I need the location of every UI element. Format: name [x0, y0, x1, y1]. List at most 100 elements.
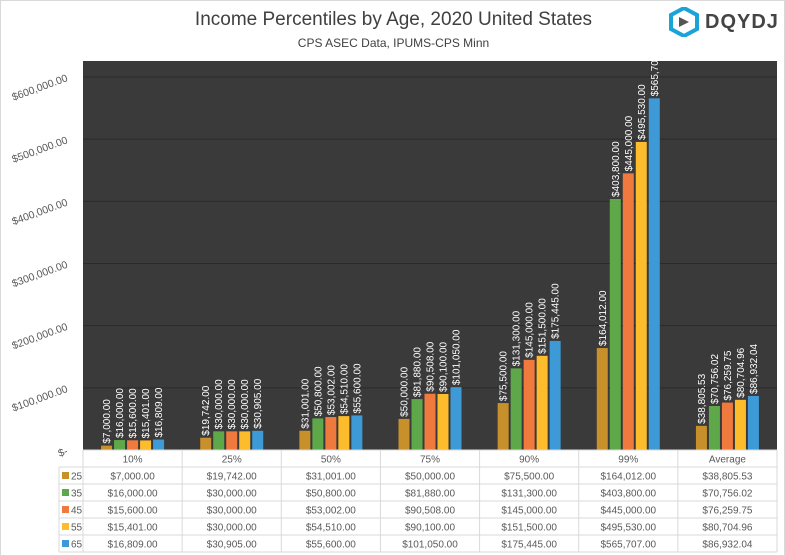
table-cell: $30,000.00 — [207, 523, 257, 534]
data-label: $75,500.00 — [499, 351, 510, 401]
table-cell: $90,100.00 — [405, 523, 455, 534]
table-cell: $31,001.00 — [306, 472, 356, 483]
data-label: $16,000.00 — [115, 388, 126, 438]
data-label: $15,401.00 — [141, 388, 152, 438]
data-label: $80,704.96 — [736, 347, 747, 397]
bar — [510, 368, 522, 450]
y-tick-label: $- — [57, 445, 70, 460]
bar — [213, 431, 225, 450]
legend-label: 55 — [71, 523, 83, 534]
data-label: $54,510.00 — [339, 364, 350, 414]
legend-key — [62, 472, 69, 479]
bar — [721, 402, 733, 450]
table-cell: $101,050.00 — [402, 540, 458, 551]
bar — [140, 440, 152, 450]
bar — [596, 348, 608, 450]
table-cell: $30,905.00 — [207, 540, 257, 551]
bar — [450, 387, 462, 450]
table-cell: $495,530.00 — [600, 523, 656, 534]
bar — [299, 430, 311, 450]
table-cell: $30,000.00 — [207, 489, 257, 500]
bar — [695, 425, 707, 450]
x-tick-label: 10% — [123, 455, 143, 466]
chart-subtitle: CPS ASEC Data, IPUMS-CPS Minn — [297, 36, 490, 50]
data-label: $7,000.00 — [102, 399, 113, 444]
data-label: $19,742.00 — [201, 385, 212, 435]
table-cell: $50,000.00 — [405, 472, 455, 483]
x-tick-label: 25% — [222, 455, 242, 466]
table-cell: $403,800.00 — [600, 489, 656, 500]
data-label: $90,508.00 — [426, 341, 437, 391]
table-cell: $86,932.04 — [702, 540, 752, 551]
table-cell: $70,756.02 — [702, 489, 752, 500]
bar — [127, 440, 139, 450]
data-label: $30,000.00 — [214, 379, 225, 429]
legend-label: 45 — [71, 506, 83, 517]
bar — [252, 430, 264, 450]
bar — [437, 393, 449, 450]
y-tick-label: $100,000.00 — [10, 383, 69, 414]
table-cell: $131,300.00 — [501, 489, 557, 500]
data-label: $76,259.75 — [723, 350, 734, 400]
table-cell: $54,510.00 — [306, 523, 356, 534]
table-cell: $50,800.00 — [306, 489, 356, 500]
data-label: $145,000.00 — [525, 302, 536, 358]
data-label: $70,756.02 — [710, 354, 721, 404]
table-cell: $445,000.00 — [600, 506, 656, 517]
data-label: $164,012.00 — [598, 290, 609, 346]
legend-label: 25 — [71, 472, 83, 483]
x-tick-label: Average — [709, 455, 747, 466]
bar — [114, 440, 126, 450]
table-cell: $164,012.00 — [600, 472, 656, 483]
bar — [351, 415, 363, 450]
bar — [734, 399, 746, 450]
bar — [523, 359, 535, 450]
data-label: $53,002.00 — [326, 365, 337, 415]
data-label: $403,800.00 — [611, 141, 622, 197]
table-cell: $81,880.00 — [405, 489, 455, 500]
data-label: $151,500.00 — [538, 298, 549, 354]
bar — [338, 416, 350, 450]
table-cell: $16,000.00 — [108, 489, 158, 500]
data-label: $101,050.00 — [452, 329, 463, 385]
table-cell: $53,002.00 — [306, 506, 356, 517]
legend-key — [62, 489, 69, 496]
data-label: $50,000.00 — [400, 366, 411, 416]
data-label: $50,800.00 — [313, 366, 324, 416]
bar — [153, 439, 165, 450]
bar — [497, 403, 509, 450]
chart-title: Income Percentiles by Age, 2020 United S… — [194, 9, 593, 30]
bar — [200, 437, 212, 450]
data-label: $495,530.00 — [637, 84, 648, 140]
table-cell: $90,508.00 — [405, 506, 455, 517]
table-cell: $19,742.00 — [207, 472, 257, 483]
data-label: $90,100.00 — [439, 342, 450, 392]
legend-key — [62, 506, 69, 513]
data-label: $15,600.00 — [128, 388, 139, 438]
legend-key — [62, 540, 69, 547]
logo-icon — [669, 7, 699, 37]
y-tick-label: $200,000.00 — [10, 321, 69, 352]
table-cell: $145,000.00 — [501, 506, 557, 517]
data-label: $38,805.53 — [697, 373, 708, 423]
bar — [398, 418, 410, 450]
bar — [747, 395, 759, 450]
y-tick-label: $300,000.00 — [10, 259, 69, 290]
x-tick-label: 90% — [519, 455, 539, 466]
data-label: $55,600.00 — [352, 363, 363, 413]
data-label: $16,809.00 — [154, 387, 165, 437]
bar — [101, 445, 113, 450]
table-cell: $15,401.00 — [108, 523, 158, 534]
table-cell: $38,805.53 — [702, 472, 752, 483]
bar — [549, 340, 561, 450]
legend-key — [62, 523, 69, 530]
data-label: $131,300.00 — [512, 310, 523, 366]
plot-area — [83, 61, 777, 450]
bar — [708, 406, 720, 450]
table-cell: $55,600.00 — [306, 540, 356, 551]
table-cell: $75,500.00 — [504, 472, 554, 483]
table-cell: $175,445.00 — [501, 540, 557, 551]
table-cell: $30,000.00 — [207, 506, 257, 517]
bar — [536, 355, 548, 450]
